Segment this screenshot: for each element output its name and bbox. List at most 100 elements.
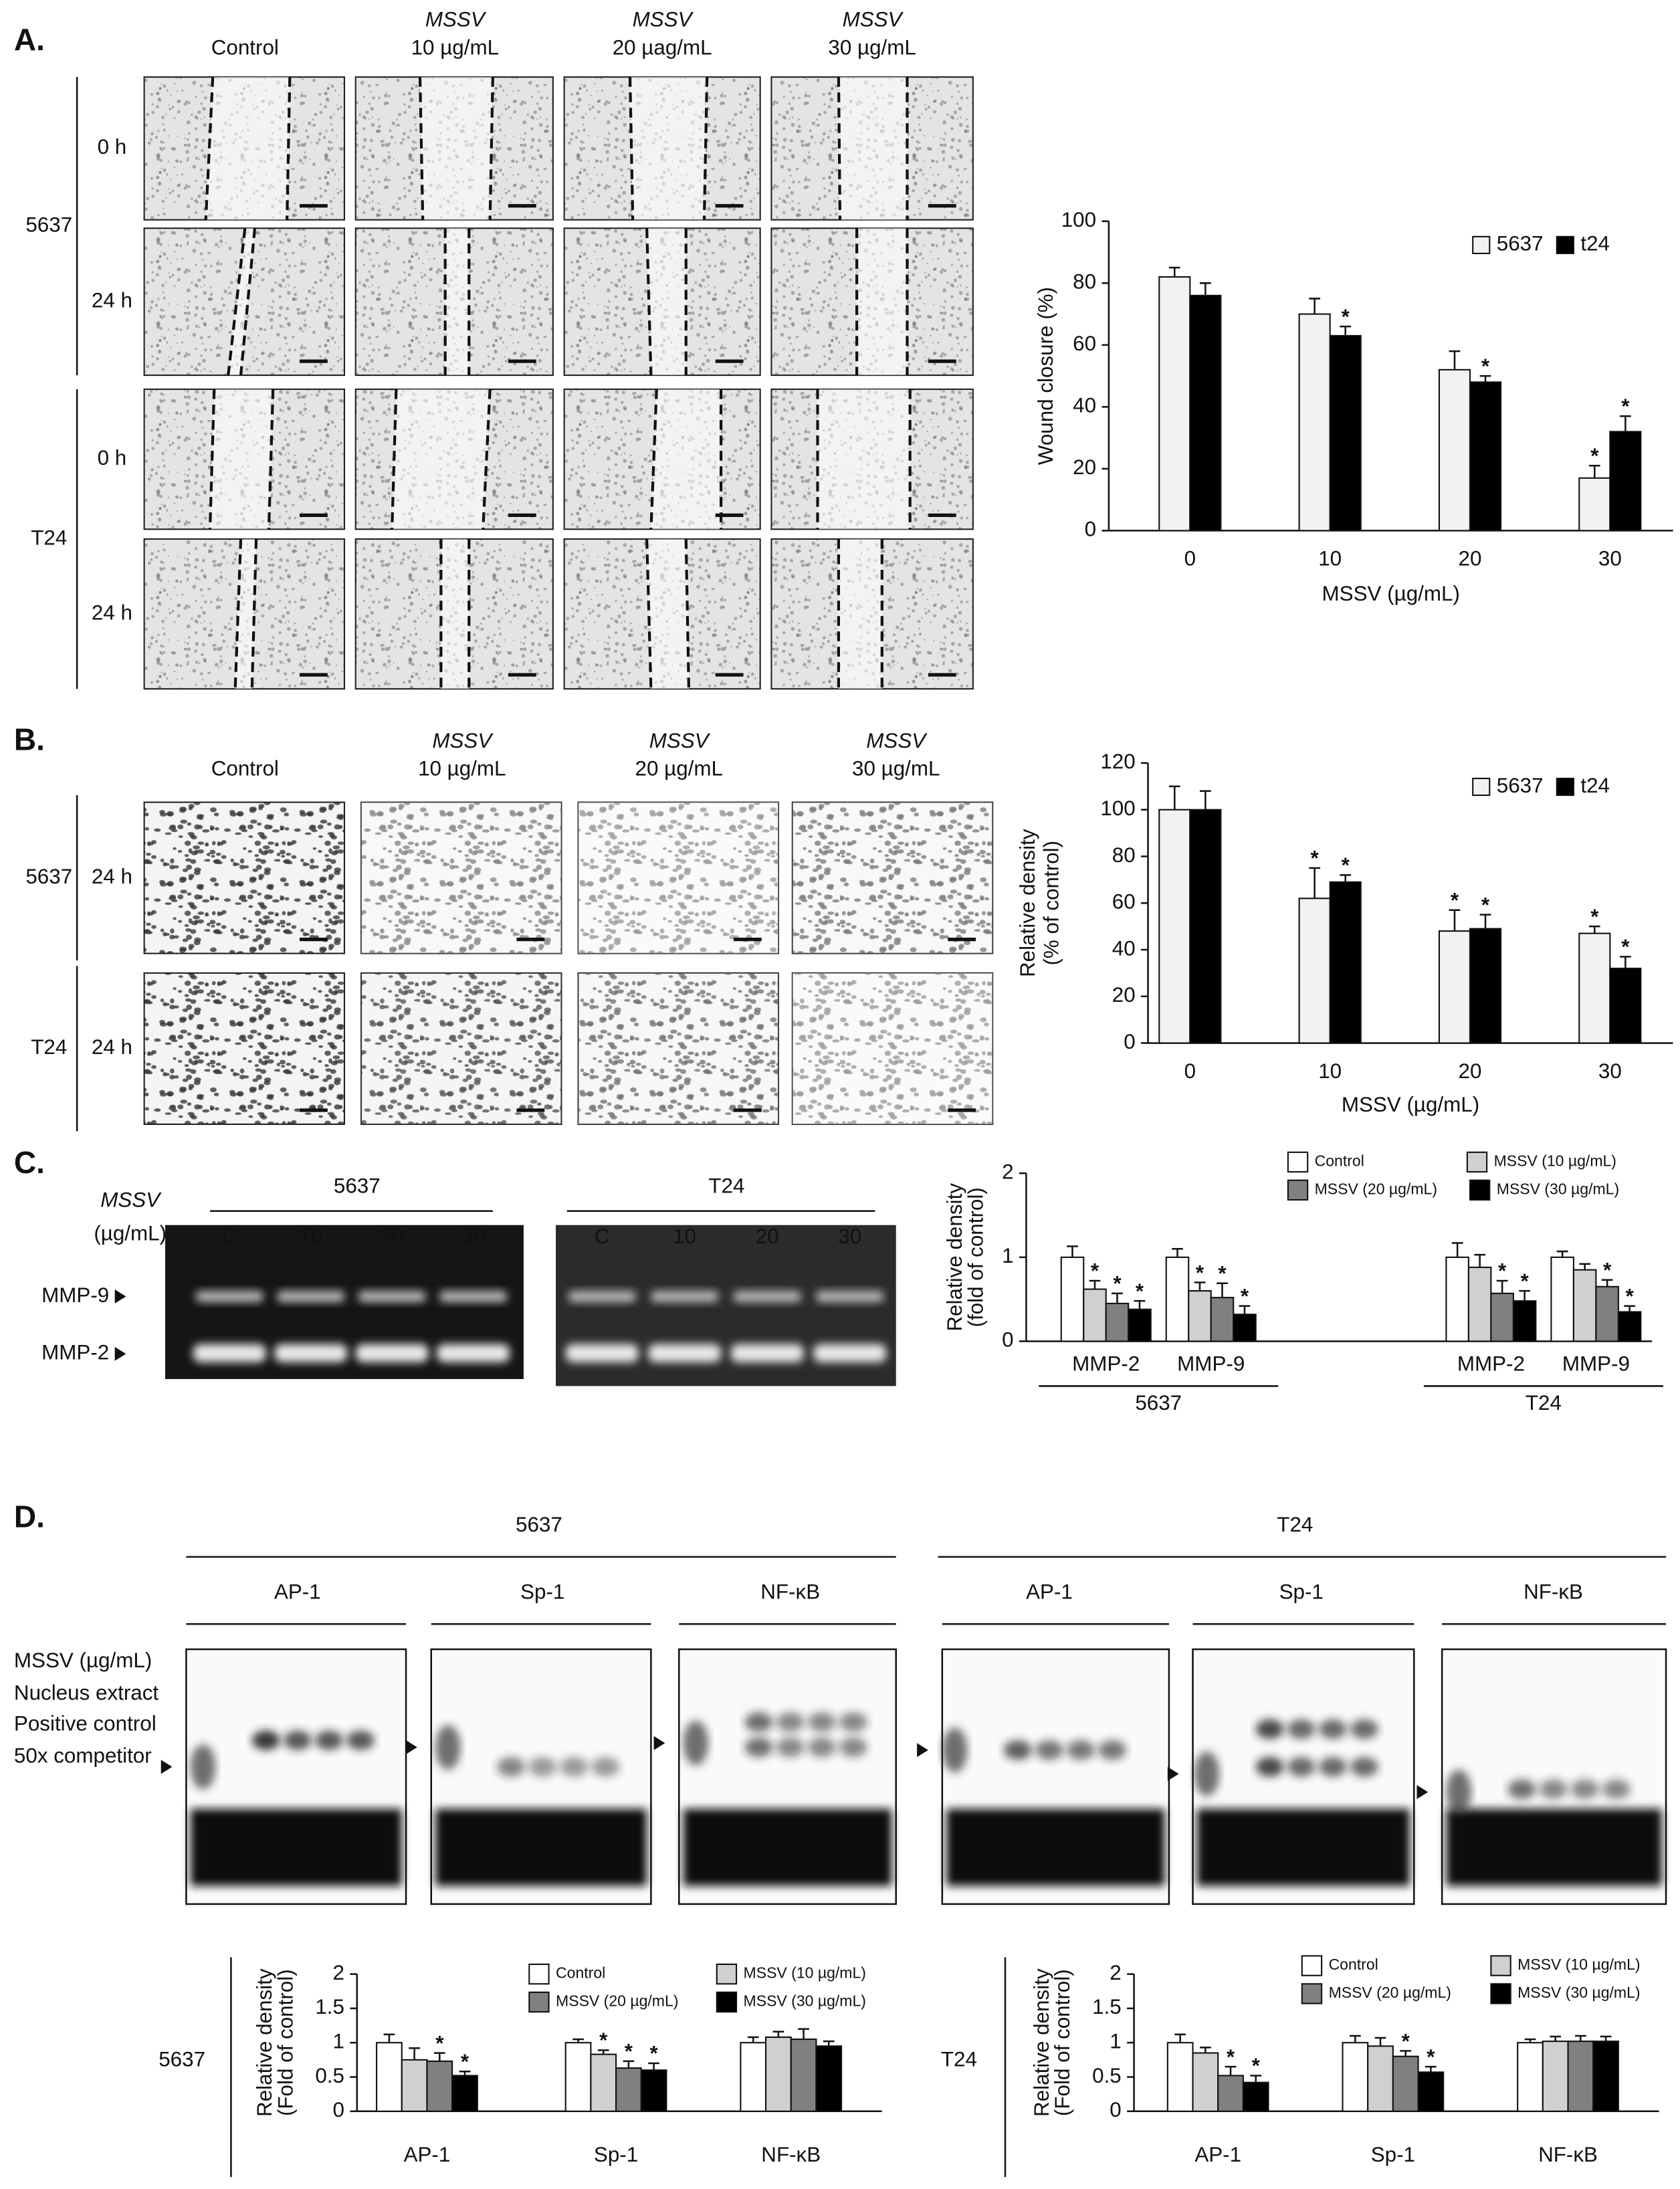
error-bar (1619, 415, 1631, 432)
gel-band (730, 1344, 804, 1362)
bar (1233, 1314, 1257, 1342)
y-tick-label: 80 (1073, 270, 1096, 294)
column-header: MSSV (425, 8, 487, 31)
shift-band (807, 1737, 836, 1758)
bar (1578, 932, 1611, 1044)
wound-edge (239, 228, 257, 376)
error-bar (1400, 2050, 1412, 2057)
gel-band (277, 1291, 344, 1302)
bar (1158, 276, 1191, 532)
bar (765, 2036, 792, 2112)
bar (1188, 1290, 1212, 1342)
column-header: 30 µg/mL (828, 36, 916, 60)
gel-band (651, 1291, 718, 1302)
legend-label: MSSV (20 µg/mL) (556, 1992, 678, 2010)
bar (1550, 1256, 1574, 1342)
gel-band (439, 1291, 507, 1302)
cell-line-title: 5637 (516, 1513, 562, 1536)
legend-swatch (1287, 1151, 1309, 1173)
legend-label: MSSV (10 µg/mL) (1494, 1152, 1616, 1170)
significance-mark: * (1626, 1284, 1635, 1308)
time-label: 24 h (92, 601, 132, 624)
bar (1609, 431, 1642, 532)
y-axis-label: Relative density (1030, 1968, 1053, 2117)
error-bar (1451, 1242, 1463, 1257)
micrograph (143, 801, 346, 954)
bar (1158, 809, 1191, 1044)
error-bar (823, 2040, 835, 2047)
gel-band (813, 1344, 887, 1362)
wound-area (205, 77, 290, 220)
error-bar (1601, 1279, 1613, 1287)
legend-label: MSSV (30 µg/mL) (744, 1992, 866, 2010)
bar (1298, 313, 1331, 532)
error-bar (1579, 1263, 1591, 1270)
micrograph-tone (144, 803, 344, 954)
row-label: T24 (31, 1035, 67, 1059)
y-tick-label: 0 (1085, 518, 1096, 541)
shift-band (1507, 1779, 1536, 1799)
y-tick-label: 120 (1100, 750, 1135, 773)
wound-area (817, 389, 910, 530)
shift-band (497, 1757, 525, 1777)
bar (1329, 334, 1362, 532)
micrograph-tone (578, 802, 778, 954)
bar (1417, 2071, 1445, 2112)
significance-mark: * (1498, 1259, 1507, 1283)
time-label: 24 h (92, 1035, 132, 1059)
y-tick-label: 1.5 (315, 1995, 344, 2018)
bar (1060, 1256, 1085, 1342)
shift-band (1350, 1757, 1378, 1777)
micrograph (143, 972, 346, 1126)
error-bar (1619, 956, 1631, 968)
error-bar (1575, 2035, 1586, 2042)
bar (1329, 881, 1362, 1044)
legend-label: Control (556, 1964, 605, 1982)
micrograph (360, 972, 562, 1126)
column-header: 20 µag/mL (613, 36, 712, 60)
wound-edge (227, 228, 247, 376)
wound-edge (250, 538, 258, 690)
significance-mark: * (1621, 935, 1630, 958)
lane-label: 10 (299, 1225, 322, 1248)
legend-swatch (1490, 1955, 1511, 1976)
significance-mark: * (1241, 1284, 1249, 1308)
micrograph-tone (144, 973, 344, 1124)
shift-band (776, 1712, 805, 1732)
gel-band (565, 1344, 639, 1362)
error-bar (1134, 1299, 1146, 1310)
free-probe (435, 1808, 647, 1886)
wound-area (228, 228, 255, 376)
error-bar (1174, 2033, 1186, 2043)
bar (790, 2039, 817, 2112)
micrograph-tone (361, 802, 562, 954)
shift-band (1570, 1779, 1599, 1799)
group-label: 5637 (1135, 1391, 1182, 1415)
legend-swatch (716, 1991, 738, 2013)
error-bar (433, 2052, 445, 2061)
error-bar (747, 2036, 759, 2043)
dose-label: (µg/mL) (94, 1222, 167, 1245)
arrowhead (1416, 1785, 1429, 1799)
bar (1490, 1292, 1514, 1342)
shift-band (1287, 1757, 1316, 1777)
y-tick-label: 2 (1110, 1961, 1121, 1984)
column-header: MSSV (432, 729, 494, 752)
column-header: 10 µg/mL (411, 36, 499, 60)
shift-band (1003, 1740, 1032, 1760)
y-tick-label: 100 (1061, 208, 1096, 231)
error-bar (459, 2071, 471, 2076)
legend-label: MSSV (20 µg/mL) (1329, 1984, 1451, 2001)
y-tick-label: 0 (1124, 1030, 1135, 1053)
legend-label: 5637 (1497, 774, 1544, 797)
error-bar (409, 2047, 420, 2060)
significance-mark: * (1590, 444, 1599, 467)
free-probe (683, 1808, 892, 1886)
error-bar (572, 2038, 584, 2043)
bar (1617, 1311, 1642, 1342)
shift-band (1067, 1740, 1095, 1760)
y-tick-label: 0 (1002, 1328, 1013, 1352)
y-tick-label: 2 (1002, 1160, 1013, 1184)
wound-edge (267, 389, 275, 530)
row-label: 50x competitor (14, 1744, 152, 1767)
